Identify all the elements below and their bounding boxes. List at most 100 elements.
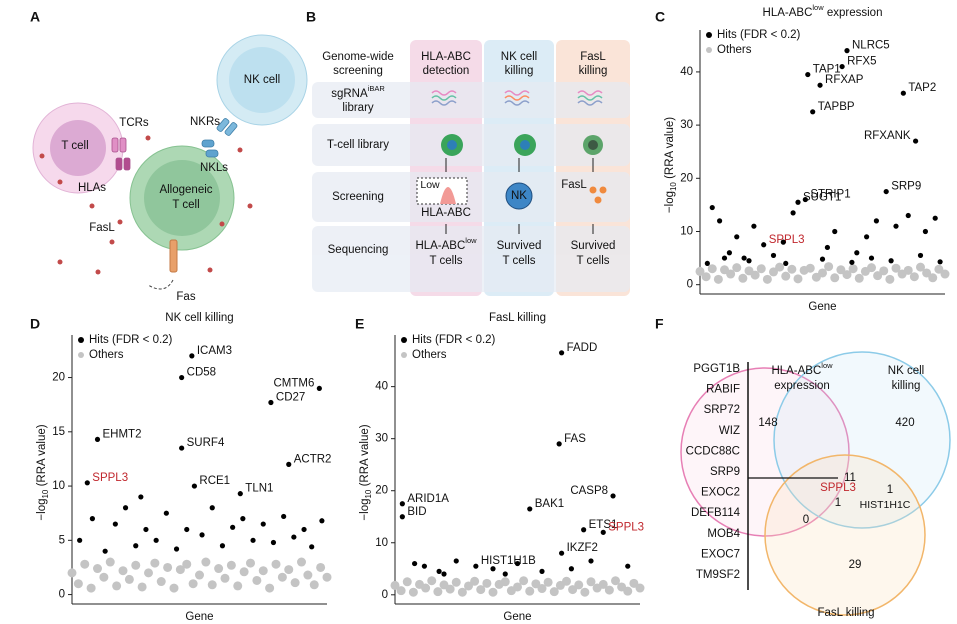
hit-point [89, 516, 95, 522]
point-label: TAP2 [908, 82, 936, 94]
point-label: CMTM6 [273, 377, 314, 389]
other-point [701, 272, 711, 282]
other-point [488, 587, 498, 597]
hit-point [746, 258, 752, 264]
hit-point [94, 436, 101, 443]
hit-point [268, 399, 274, 406]
gene: PGGT1B [693, 363, 740, 375]
hit-point [191, 483, 197, 489]
point-label: NLRC5 [852, 40, 890, 52]
other-point [226, 560, 236, 570]
t-cell-inner [50, 120, 106, 176]
point-label: STRIP1 [810, 189, 850, 201]
other-point [824, 262, 834, 272]
legend-marker [706, 47, 712, 53]
fas-receptor [169, 239, 178, 273]
y-tick-label: 0 [59, 589, 65, 601]
hit-point [868, 255, 875, 261]
hit-point [286, 461, 292, 467]
hit-point [179, 374, 185, 381]
hit-point [893, 223, 899, 229]
label-text: (RRA value) [359, 424, 371, 489]
arrow [147, 279, 174, 290]
region-count: 1 [887, 484, 893, 496]
other-point [750, 270, 760, 280]
other-point [252, 575, 262, 585]
other-point [848, 264, 858, 274]
point-label: ARID1A [407, 493, 449, 505]
other-point [297, 557, 306, 567]
cell-icons [441, 134, 603, 156]
y-tick-label: 20 [680, 172, 693, 184]
other-point [922, 268, 932, 278]
hit-point [490, 566, 496, 572]
other-point [105, 557, 115, 567]
hit-point [163, 510, 169, 516]
hit-point [817, 82, 823, 88]
y-tick-label: 0 [687, 279, 693, 291]
other-point [787, 264, 797, 274]
point-label: HIST1H1B [481, 555, 536, 567]
hit-point [240, 516, 246, 522]
hit-point [453, 558, 459, 564]
other-point [805, 263, 815, 273]
set-label: HLA-ABClow [771, 361, 833, 377]
label: T cell [172, 199, 199, 211]
other-point [163, 562, 173, 572]
fasl-dots [39, 135, 253, 275]
hit-point [805, 71, 811, 78]
nkr-icon [201, 118, 238, 158]
hit-point [316, 385, 322, 392]
other-point [131, 560, 141, 570]
y-axis-label: −log10 (RRA value) [359, 424, 373, 520]
hit-point [751, 223, 757, 229]
hit-point [770, 252, 777, 259]
region-gene: SPPL3 [820, 482, 856, 494]
other-point [67, 568, 77, 578]
legend-label: Hits (FDR < 0.2) [717, 29, 801, 41]
hit-point [473, 563, 479, 569]
other-point [867, 263, 876, 273]
x-axis-label: Gene [185, 611, 213, 623]
point-label: RFXANK [864, 130, 911, 142]
set-label: FasL killing [817, 607, 874, 619]
hit-point [917, 252, 924, 259]
other-point [445, 584, 455, 594]
hit-point [888, 258, 894, 264]
gene: EXOC2 [701, 487, 740, 499]
label-subscript: 10 [364, 489, 373, 498]
other-point [818, 268, 827, 278]
other-point [762, 274, 772, 284]
other-point [124, 574, 134, 584]
other-point [891, 263, 901, 273]
cell-text: T cells [429, 255, 462, 267]
other-point [568, 585, 578, 595]
nk-icon [505, 182, 533, 210]
hit-point [600, 529, 606, 535]
hit-point [77, 537, 83, 543]
y-tick-label: 40 [375, 381, 388, 393]
set-label: NK cell [888, 365, 924, 377]
y-tick-label: 15 [52, 426, 65, 438]
other-point [402, 577, 412, 587]
other-point [246, 558, 255, 568]
point-label: BID [407, 506, 426, 518]
label-text: −log [359, 499, 371, 521]
other-point [433, 587, 443, 597]
set-label: killing [892, 380, 921, 392]
y-tick-label: 30 [680, 119, 693, 131]
panel-f: PGGT1B RABIF SRP72 WIZ CCDC88C SRP9 EXOC2 DEFB1… [680, 351, 951, 619]
label: Allogeneic [159, 184, 212, 196]
hit-point [319, 518, 325, 524]
gene-list: PGGT1B RABIF SRP72 WIZ CCDC88C SRP9 EXOC2 DEFB1… [686, 363, 741, 581]
label: TCRs [119, 117, 149, 129]
label-text: −log [36, 499, 48, 521]
column-header: killing [505, 65, 534, 77]
other-point [732, 263, 742, 273]
hit-point [441, 571, 447, 577]
hit-point [84, 480, 90, 486]
other-point [695, 266, 705, 276]
other-point [635, 583, 645, 593]
other-point [879, 266, 889, 276]
hit-point [721, 255, 728, 261]
